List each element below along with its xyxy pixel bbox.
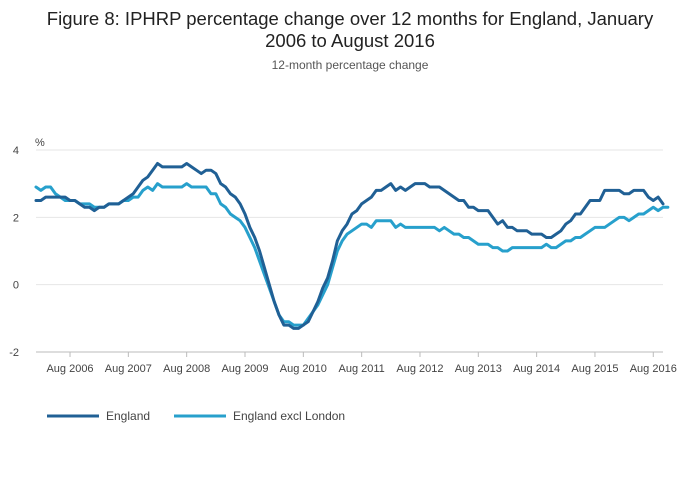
legend-label: England excl London [233, 409, 345, 423]
x-tick-label: Aug 2006 [46, 363, 93, 375]
legend-item[interactable]: England [47, 409, 150, 423]
series-lines [34, 161, 670, 330]
legend: England England excl London [47, 409, 345, 423]
legend-label: England [106, 409, 150, 423]
series-line-england [34, 161, 665, 330]
y-axis-ticks: 4 2 0 -2 [9, 145, 19, 359]
y-axis-label: % [35, 137, 45, 149]
y-tick-label: -2 [9, 347, 19, 359]
chart-title-line-1: Figure 8: IPHRP percentage change over 1… [46, 8, 654, 29]
x-tick-label: Aug 2011 [339, 363, 385, 375]
x-tick-label: Aug 2016 [630, 363, 677, 375]
series-line-england-excl-london [34, 182, 670, 327]
chart-title: Figure 8: IPHRP percentage change over 1… [0, 8, 700, 52]
x-axis-ticks: Aug 2006 Aug 2007 Aug 2008 Aug 2009 Aug 2010… [46, 352, 677, 375]
y-tick-label: 0 [13, 280, 19, 292]
chart-title-line-2: 2006 to August 2016 [265, 30, 435, 51]
chart-subtitle: 12-month percentage change [271, 58, 429, 72]
x-tick-label: Aug 2013 [455, 363, 502, 375]
x-tick-label: Aug 2007 [105, 363, 152, 375]
x-tick-label: Aug 2010 [280, 363, 327, 375]
y-tick-label: 2 [13, 212, 19, 224]
x-tick-label: Aug 2012 [396, 363, 443, 375]
x-tick-label: Aug 2009 [221, 363, 268, 375]
x-tick-label: Aug 2008 [163, 363, 210, 375]
y-tick-label: 4 [13, 145, 19, 157]
legend-item[interactable]: England excl London [174, 409, 345, 423]
x-tick-label: Aug 2014 [513, 363, 560, 375]
x-tick-label: Aug 2015 [571, 363, 618, 375]
